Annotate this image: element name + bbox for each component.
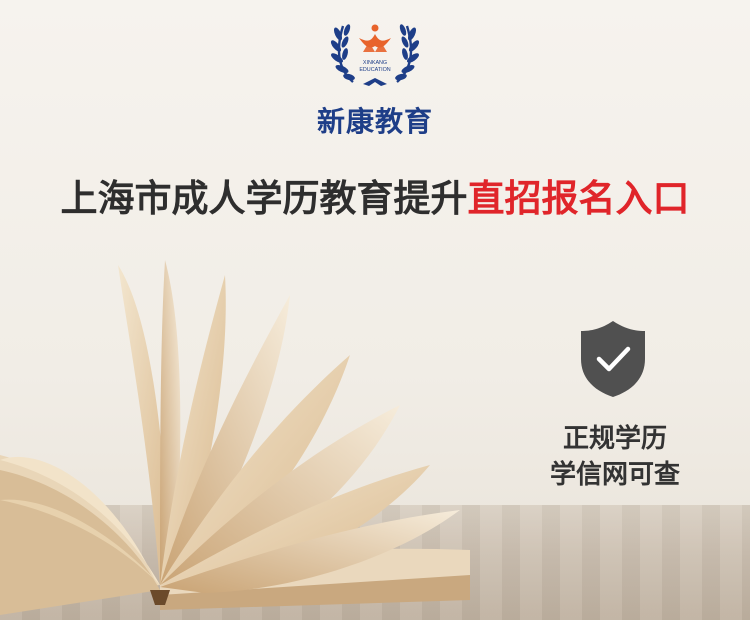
brand-name: 新康教育 xyxy=(316,105,433,138)
headline-main: 上海市成人学历教育提升 xyxy=(60,177,468,220)
shield-check-icon xyxy=(581,321,645,397)
laurel-wreath-logo-icon: XINKANG EDUCATION xyxy=(330,24,420,86)
badge-line1: 正规学历 xyxy=(562,424,667,454)
logo-text-line2: EDUCATION xyxy=(359,67,390,73)
headline-highlight: 直招报名入口 xyxy=(467,177,690,220)
open-book-icon xyxy=(0,260,470,615)
headline: 上海市成人学历教育提升直招报名入口 xyxy=(0,168,750,222)
badge-line2: 学信网可查 xyxy=(549,460,680,490)
logo-text-line1: XINKANG xyxy=(363,60,387,66)
